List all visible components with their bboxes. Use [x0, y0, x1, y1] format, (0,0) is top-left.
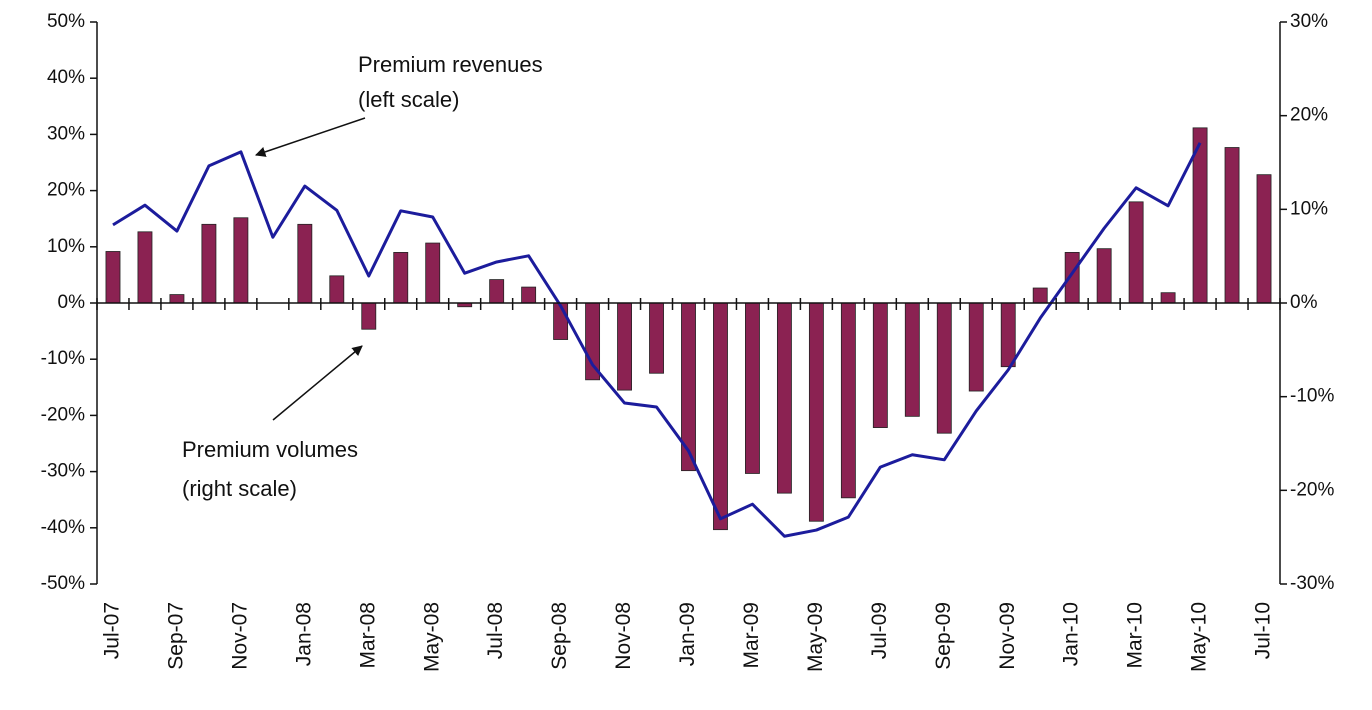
x-tick-label: Sep-07 [164, 602, 187, 670]
annotation-arrow [255, 117, 366, 157]
bar [137, 231, 153, 304]
bar [1128, 201, 1144, 304]
bar [713, 302, 728, 531]
bar [297, 223, 313, 304]
x-tick-label: Nov-09 [996, 602, 1019, 670]
x-tick-label: May-09 [804, 602, 827, 672]
x-tick-label: May-08 [420, 602, 443, 672]
bar [585, 302, 601, 381]
x-tick-label: Nov-07 [228, 602, 251, 670]
x-tick-label: May-10 [1188, 602, 1211, 672]
y2-tick-label: 30% [1290, 11, 1328, 32]
bar [808, 302, 824, 522]
y-tick-label: -50% [41, 573, 85, 594]
x-tick-label: Mar-08 [356, 602, 379, 669]
bar [1000, 302, 1016, 368]
y-tick-label: -10% [41, 348, 85, 369]
y2-tick-label: 20% [1290, 105, 1328, 126]
y-tick-label: 0% [58, 292, 86, 313]
x-tick-label: Jul-09 [868, 602, 891, 659]
y-tick-label: 30% [47, 123, 85, 144]
y-tick-label: -20% [41, 404, 85, 425]
x-tick-label: Mar-10 [1124, 602, 1147, 669]
bar [393, 252, 409, 304]
bar [904, 302, 920, 417]
bar [329, 275, 345, 304]
bar [425, 242, 441, 304]
bar [936, 302, 952, 434]
y2-tick-label: -30% [1290, 573, 1334, 594]
y2-tick-label: -20% [1290, 479, 1334, 500]
bar [1160, 292, 1176, 304]
x-tick-label: Jan-08 [292, 602, 315, 666]
bar [649, 302, 664, 374]
y-tick-label: 20% [47, 180, 85, 201]
x-tick-label: Nov-08 [612, 602, 635, 670]
x-tick-label: Jul-10 [1252, 602, 1275, 659]
annotation: (right scale) [182, 476, 297, 501]
annotation-arrow [272, 345, 363, 421]
y2-tick-label: -10% [1290, 386, 1334, 407]
bar [872, 302, 888, 428]
y-tick-label: 50% [47, 11, 85, 32]
y-tick-label: -40% [41, 517, 85, 538]
bar [840, 302, 856, 499]
x-tick-label: Sep-09 [932, 602, 955, 670]
bar [1032, 287, 1048, 304]
x-tick-label: Sep-08 [548, 602, 571, 670]
bar [489, 279, 505, 304]
x-tick-label: Jul-08 [484, 602, 507, 659]
annotation: Premium revenues [358, 52, 543, 77]
line [112, 142, 1202, 538]
bar [233, 217, 249, 304]
y-tick-label: 40% [47, 67, 85, 88]
bar [1096, 248, 1112, 304]
bar [745, 302, 760, 474]
x-tick-label: Jan-09 [676, 602, 699, 666]
bar [1256, 174, 1272, 304]
annotation: Premium volumes [182, 437, 358, 462]
bar [105, 251, 121, 304]
x-tick-label: Jul-07 [101, 602, 124, 659]
y-tick-label: -30% [41, 461, 85, 482]
annotation: (left scale) [358, 87, 459, 112]
y2-tick-label: 0% [1290, 292, 1318, 313]
bar [1224, 147, 1240, 304]
bar [169, 294, 185, 304]
bar [617, 302, 632, 391]
bar [776, 302, 792, 494]
bar [521, 286, 537, 304]
x-tick-label: Jan-10 [1060, 602, 1083, 666]
y2-tick-label: 10% [1290, 198, 1328, 219]
bar [201, 223, 217, 304]
x-tick-label: Mar-09 [740, 602, 763, 669]
bar [361, 302, 377, 330]
bar [968, 302, 984, 392]
y-tick-label: 10% [47, 236, 85, 257]
